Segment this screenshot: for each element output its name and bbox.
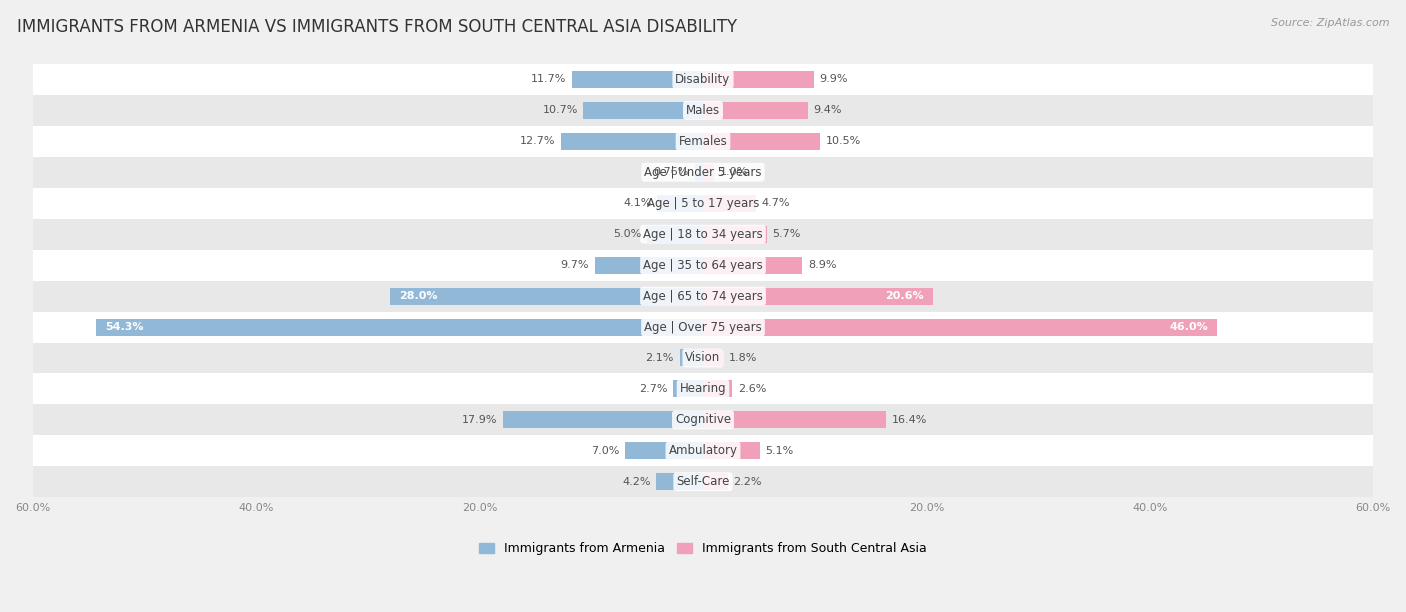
Text: 17.9%: 17.9% (463, 415, 498, 425)
Text: 11.7%: 11.7% (531, 75, 567, 84)
Bar (32, 466, 1374, 498)
Text: IMMIGRANTS FROM ARMENIA VS IMMIGRANTS FROM SOUTH CENTRAL ASIA DISABILITY: IMMIGRANTS FROM ARMENIA VS IMMIGRANTS FR… (17, 18, 737, 36)
Text: 1.0%: 1.0% (720, 167, 748, 177)
Text: 2.6%: 2.6% (738, 384, 766, 394)
Text: Disability: Disability (675, 73, 731, 86)
Text: 10.7%: 10.7% (543, 105, 578, 116)
Text: 9.4%: 9.4% (814, 105, 842, 116)
Bar (32, 218, 1374, 250)
Text: Age | Under 5 years: Age | Under 5 years (644, 166, 762, 179)
Bar (96, 318, 703, 335)
Bar (32, 373, 1374, 405)
Text: Age | 5 to 17 years: Age | 5 to 17 years (647, 196, 759, 210)
Bar (32, 250, 1374, 281)
Text: 4.1%: 4.1% (623, 198, 651, 208)
Bar (679, 349, 703, 367)
Bar (657, 195, 703, 212)
Text: 9.9%: 9.9% (820, 75, 848, 84)
Bar (703, 411, 886, 428)
Text: Males: Males (686, 104, 720, 117)
Bar (703, 318, 1218, 335)
Bar (32, 281, 1374, 312)
Text: 46.0%: 46.0% (1170, 322, 1208, 332)
Text: 28.0%: 28.0% (399, 291, 437, 301)
Bar (32, 435, 1374, 466)
Text: Age | 35 to 64 years: Age | 35 to 64 years (643, 259, 763, 272)
Bar (32, 343, 1374, 373)
Text: 8.9%: 8.9% (808, 260, 837, 270)
Bar (703, 381, 733, 397)
Bar (703, 71, 814, 88)
Bar (703, 133, 820, 150)
Text: Cognitive: Cognitive (675, 413, 731, 427)
Text: 20.6%: 20.6% (886, 291, 924, 301)
Bar (624, 442, 703, 460)
Bar (703, 473, 727, 490)
Text: 2.2%: 2.2% (733, 477, 762, 487)
Bar (32, 64, 1374, 95)
Text: 4.2%: 4.2% (621, 477, 651, 487)
Text: 10.5%: 10.5% (825, 136, 860, 146)
Text: Females: Females (679, 135, 727, 148)
Text: 16.4%: 16.4% (891, 415, 927, 425)
Bar (32, 405, 1374, 435)
Text: Age | 65 to 74 years: Age | 65 to 74 years (643, 289, 763, 302)
Bar (572, 71, 703, 88)
Bar (703, 195, 755, 212)
Bar (703, 442, 761, 460)
Text: 0.76%: 0.76% (654, 167, 689, 177)
Bar (647, 226, 703, 243)
Text: 2.1%: 2.1% (645, 353, 673, 363)
Legend: Immigrants from Armenia, Immigrants from South Central Asia: Immigrants from Armenia, Immigrants from… (474, 537, 932, 561)
Text: 1.8%: 1.8% (728, 353, 756, 363)
Bar (703, 349, 723, 367)
Bar (583, 102, 703, 119)
Text: Ambulatory: Ambulatory (668, 444, 738, 457)
Bar (673, 381, 703, 397)
Bar (703, 164, 714, 181)
Bar (657, 473, 703, 490)
Text: 5.0%: 5.0% (613, 229, 641, 239)
Bar (32, 312, 1374, 343)
Bar (503, 411, 703, 428)
Text: 5.7%: 5.7% (772, 229, 800, 239)
Text: Age | 18 to 34 years: Age | 18 to 34 years (643, 228, 763, 241)
Bar (32, 157, 1374, 188)
Text: Hearing: Hearing (679, 382, 727, 395)
Bar (703, 256, 803, 274)
Bar (703, 102, 808, 119)
Text: 2.7%: 2.7% (638, 384, 668, 394)
Bar (32, 95, 1374, 126)
Bar (389, 288, 703, 305)
Bar (695, 164, 703, 181)
Text: Age | Over 75 years: Age | Over 75 years (644, 321, 762, 334)
Bar (703, 288, 934, 305)
Text: Vision: Vision (685, 351, 721, 365)
Text: 9.7%: 9.7% (561, 260, 589, 270)
Bar (32, 188, 1374, 218)
Bar (32, 126, 1374, 157)
Text: 7.0%: 7.0% (591, 446, 619, 456)
Bar (703, 226, 766, 243)
Text: Self-Care: Self-Care (676, 476, 730, 488)
Text: Source: ZipAtlas.com: Source: ZipAtlas.com (1271, 18, 1389, 28)
Text: 5.1%: 5.1% (766, 446, 794, 456)
Bar (595, 256, 703, 274)
Text: 54.3%: 54.3% (105, 322, 143, 332)
Text: 12.7%: 12.7% (520, 136, 555, 146)
Text: 4.7%: 4.7% (761, 198, 790, 208)
Bar (561, 133, 703, 150)
